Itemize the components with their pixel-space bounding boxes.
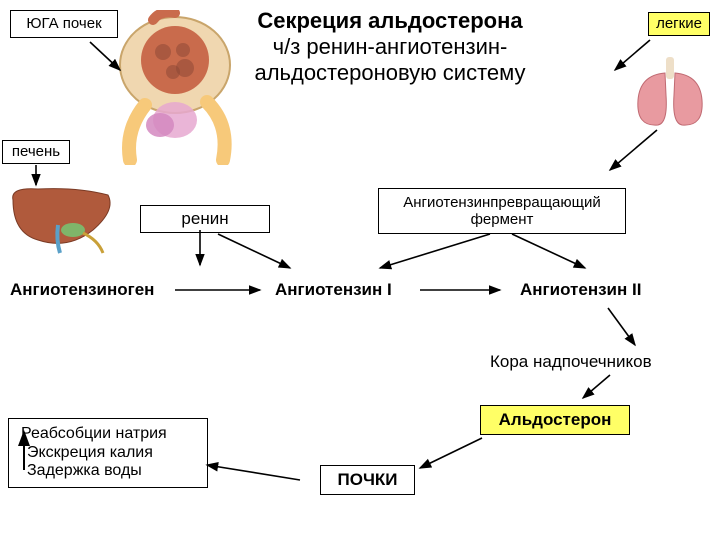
diagram-title: Секреция альдостерона ч/з ренин-ангиотен… [200,8,580,86]
title-line1: Секреция альдостерона [257,8,522,33]
box-ace: Ангиотензинпревращающий фермент [378,188,626,234]
reabs-line1: Реабсобции натрия [21,425,167,442]
label-adrenal: Кора надпочечников [490,352,652,372]
liver-illustration [8,185,118,255]
lungs-illustration [630,55,710,130]
box-aldo: Альдостерон [480,405,630,435]
box-lungs: легкие [648,12,710,36]
label-ang1: Ангиотензин I [275,280,392,300]
title-line2: ч/з ренин-ангиотензин- [273,34,508,59]
box-juga: ЮГА почек [10,10,118,38]
box-kidney-text: ПОЧКИ [338,470,398,490]
box-reabs: Реабсобции натрия Экскреция калия Задерж… [8,418,208,488]
box-lungs-text: легкие [656,15,702,32]
label-angiotensinogen: Ангиотензиноген [10,280,154,300]
box-ace-text: Ангиотензинпревращающий фермент [403,194,601,229]
box-kidney: ПОЧКИ [320,465,415,495]
reabs-line3: Задержка воды [21,462,142,479]
box-renin: ренин [140,205,270,233]
box-liver: печень [2,140,70,164]
box-liver-text: печень [12,143,60,160]
box-renin-text: ренин [181,209,228,229]
label-ang2: Ангиотензин II [520,280,641,300]
box-aldo-text: Альдостерон [499,410,612,430]
title-line3: альдостероновую систему [254,60,525,85]
reabs-line2: Экскреция калия [21,444,153,461]
box-juga-text: ЮГА почек [26,15,101,32]
